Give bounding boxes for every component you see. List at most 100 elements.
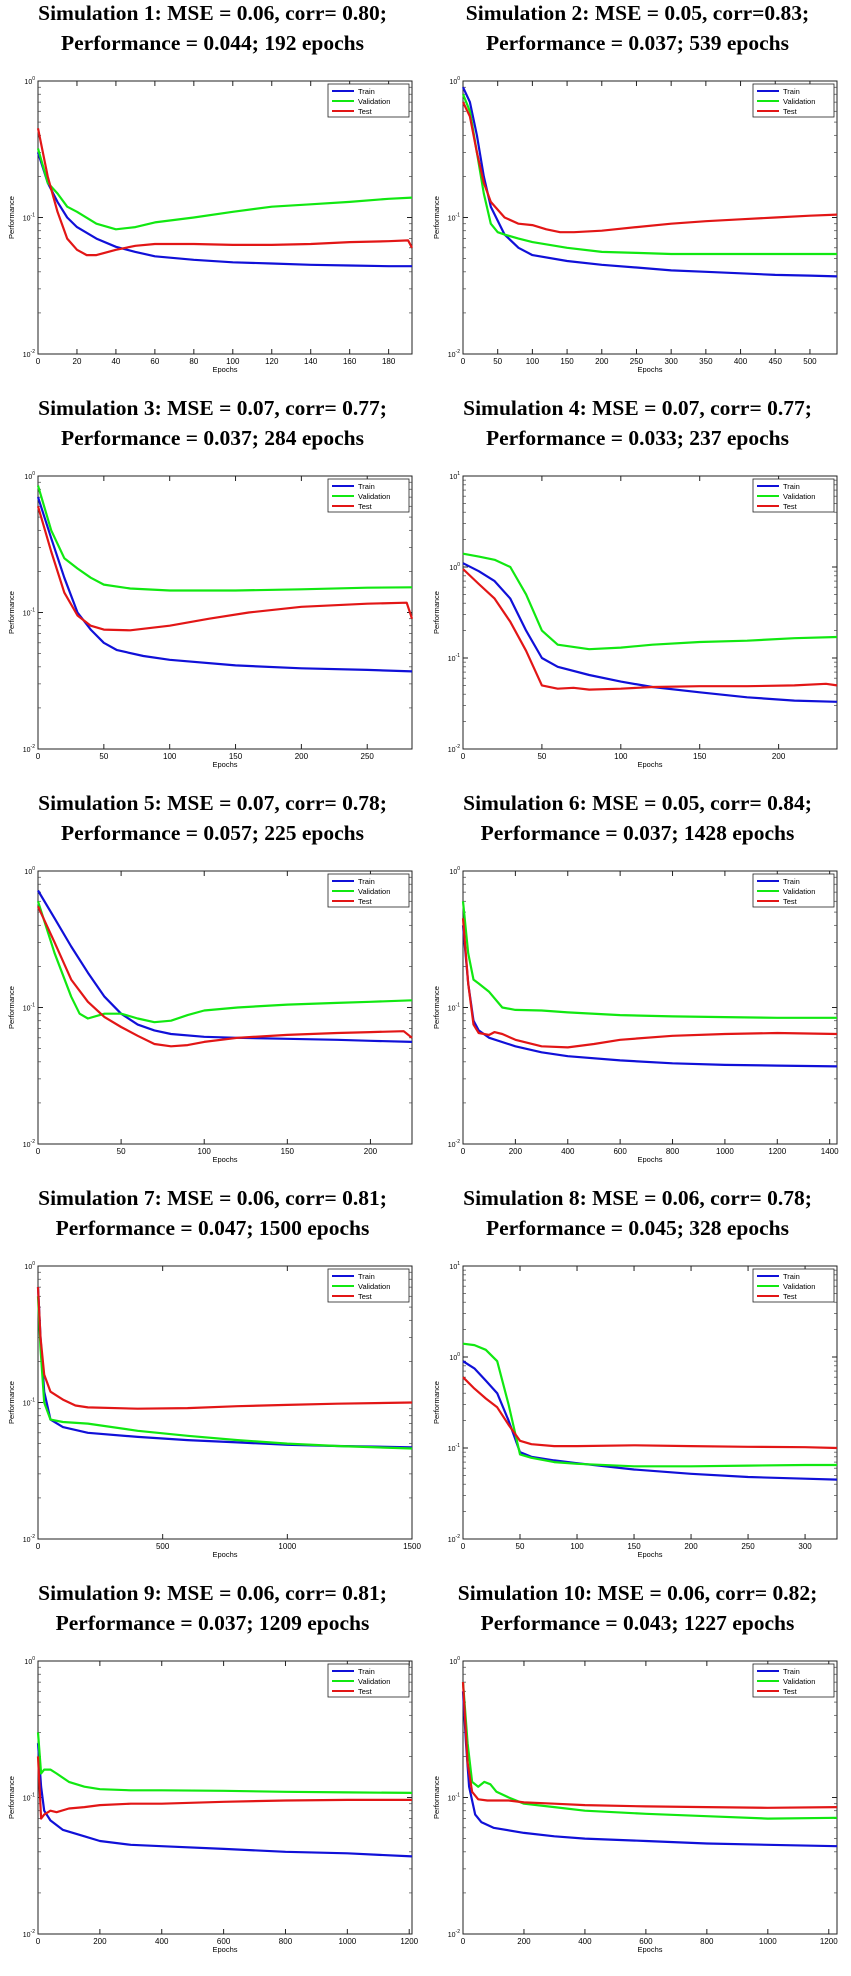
x-tick-label: 50 xyxy=(516,1542,525,1551)
y-tick-exponent: 0 xyxy=(32,1261,35,1267)
x-tick-label: 1200 xyxy=(820,1937,838,1946)
y-tick-exponent: -2 xyxy=(456,744,461,750)
x-tick-label: 50 xyxy=(537,752,546,761)
x-tick-label: 250 xyxy=(361,752,375,761)
legend-label-test: Test xyxy=(358,1687,373,1696)
panel-subtitle: Performance = 0.047; 1500 epochs xyxy=(55,1216,370,1240)
x-tick-label: 300 xyxy=(798,1542,812,1551)
y-tick-label: 10-1 xyxy=(448,1443,460,1453)
panel-title: Simulation 9: MSE = 0.06, corr= 0.81; xyxy=(38,1581,387,1605)
y-tick-label: 10-1 xyxy=(23,608,35,618)
x-axis-label: Epochs xyxy=(212,760,237,769)
series-line-train xyxy=(462,1360,838,1481)
y-tick-label: 10-2 xyxy=(23,1534,35,1544)
panel-subtitle: Performance = 0.037; 1209 epochs xyxy=(55,1611,370,1635)
y-tick-exponent: 0 xyxy=(457,76,460,82)
series-line-train xyxy=(461,1691,838,1848)
y-tick-exponent: -1 xyxy=(31,1003,36,1009)
y-tick-exponent: -1 xyxy=(31,1398,36,1404)
x-axis-label: Epochs xyxy=(637,1155,662,1164)
legend-label-test: Test xyxy=(783,502,798,511)
plot-area xyxy=(462,870,838,1145)
legend-label-train: Train xyxy=(783,87,800,96)
y-tick-exponent: -1 xyxy=(456,213,461,219)
x-tick-label: 50 xyxy=(117,1147,126,1156)
x-tick-label: 300 xyxy=(664,357,678,366)
series-line-validation xyxy=(462,1342,837,1468)
y-tick-label: 10-1 xyxy=(448,653,460,663)
series-line-train xyxy=(36,496,413,673)
x-tick-label: 1400 xyxy=(821,1147,839,1156)
y-tick-exponent: 0 xyxy=(32,1656,35,1662)
y-tick-exponent: -2 xyxy=(456,1139,461,1145)
x-axis-label: Epochs xyxy=(637,1945,662,1954)
y-tick-label: 10-2 xyxy=(23,1929,35,1939)
legend-label-validation: Validation xyxy=(358,887,390,896)
series-line-test xyxy=(36,505,414,632)
x-tick-label: 200 xyxy=(595,357,609,366)
y-axis-label: Performance xyxy=(7,196,16,239)
y-tick-exponent: -1 xyxy=(456,1793,461,1799)
x-tick-label: 200 xyxy=(295,752,309,761)
legend-label-test: Test xyxy=(783,107,798,116)
x-tick-label: 180 xyxy=(382,357,396,366)
y-tick-label: 100 xyxy=(449,866,460,876)
y-tick-label: 100 xyxy=(449,562,460,572)
series-line-validation xyxy=(462,552,838,651)
x-tick-label: 150 xyxy=(560,357,574,366)
series-line-train xyxy=(462,562,838,703)
simulation-panel-8: Simulation 8: MSE = 0.06, corr= 0.78; Per… xyxy=(425,1185,850,1580)
y-tick-exponent: -2 xyxy=(31,1139,36,1145)
plot-area xyxy=(37,80,413,355)
legend-label-validation: Validation xyxy=(783,1282,815,1291)
x-tick-label: 40 xyxy=(111,357,120,366)
legend-label-validation: Validation xyxy=(358,97,390,106)
x-tick-label: 450 xyxy=(769,357,783,366)
x-tick-label: 250 xyxy=(630,357,644,366)
x-tick-label: 800 xyxy=(279,1937,293,1946)
simulation-panel-1: Simulation 1: MSE = 0.06, corr= 0.80; Per… xyxy=(0,0,425,395)
legend-label-train: Train xyxy=(358,87,375,96)
series-line-test xyxy=(36,1287,413,1410)
panel-title: Simulation 2: MSE = 0.05, corr=0.83; xyxy=(465,1,810,25)
legend-label-train: Train xyxy=(358,1667,375,1676)
y-tick-label: 10-2 xyxy=(448,1534,460,1544)
legend-label-test: Test xyxy=(358,897,373,906)
y-tick-label: 101 xyxy=(449,471,460,481)
series-line-test xyxy=(461,1682,838,1809)
y-tick-label: 10-2 xyxy=(448,1929,460,1939)
x-tick-label: 0 xyxy=(36,357,41,366)
plot-area xyxy=(462,475,838,750)
x-tick-label: 200 xyxy=(93,1937,107,1946)
legend-label-train: Train xyxy=(358,1272,375,1281)
x-tick-label: 400 xyxy=(155,1937,169,1946)
legend-label-test: Test xyxy=(783,1687,798,1696)
simulation-panel-5: Simulation 5: MSE = 0.07, corr= 0.78; Per… xyxy=(0,790,425,1185)
y-tick-label: 10-1 xyxy=(448,1003,460,1013)
x-tick-label: 1000 xyxy=(278,1542,296,1551)
y-tick-label: 10-1 xyxy=(448,1793,460,1803)
x-tick-label: 1000 xyxy=(759,1937,777,1946)
series-line-test xyxy=(462,568,838,691)
x-tick-label: 0 xyxy=(461,357,466,366)
x-tick-label: 100 xyxy=(163,752,177,761)
x-tick-label: 50 xyxy=(99,752,108,761)
legend-label-train: Train xyxy=(783,482,800,491)
y-tick-exponent: -1 xyxy=(31,213,36,219)
legend-label-test: Test xyxy=(358,1292,373,1301)
y-tick-exponent: 0 xyxy=(32,866,35,872)
x-tick-label: 800 xyxy=(700,1937,714,1946)
y-tick-exponent: -2 xyxy=(456,349,461,355)
legend-label-train: Train xyxy=(358,877,375,886)
panel-subtitle: Performance = 0.044; 192 epochs xyxy=(60,31,365,55)
legend-label-train: Train xyxy=(783,877,800,886)
y-axis-label: Performance xyxy=(432,196,441,239)
y-tick-exponent: -1 xyxy=(456,1443,461,1449)
x-tick-label: 0 xyxy=(36,1937,41,1946)
x-axis-label: Epochs xyxy=(212,1550,237,1559)
simulation-panel-4: Simulation 4: MSE = 0.07, corr= 0.77; Per… xyxy=(425,395,850,790)
